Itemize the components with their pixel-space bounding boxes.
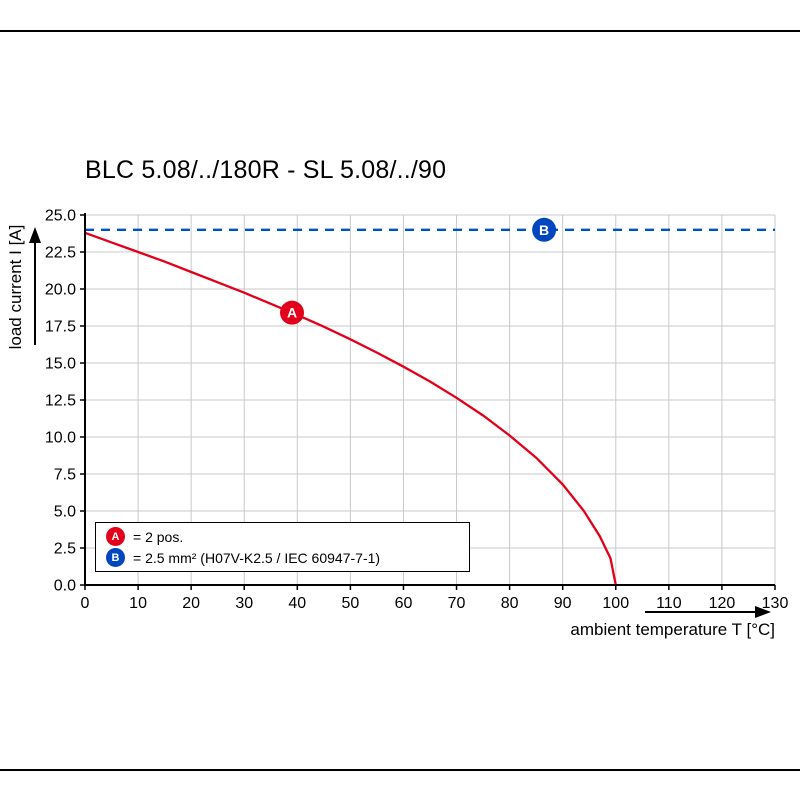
chart-title: BLC 5.08/../180R - SL 5.08/../90 <box>85 156 447 184</box>
frame-border-top <box>0 30 800 32</box>
legend-box: A = 2 pos. B = 2.5 mm² (H07V-K2.5 / IEC … <box>95 522 470 572</box>
y-tick-label: 0.0 <box>54 578 76 595</box>
y-axis-arrow-head-icon <box>29 227 41 243</box>
legend-marker-b-icon: B <box>106 548 125 567</box>
curve-marker-b-label: B <box>539 222 549 238</box>
x-tick-label: 40 <box>288 595 306 612</box>
y-tick-label: 5.0 <box>54 504 76 521</box>
y-tick-label: 17.5 <box>45 319 76 336</box>
y-tick-label: 22.5 <box>45 245 76 262</box>
x-axis-title: ambient temperature T [°C] <box>570 620 775 639</box>
curve-marker-b-icon <box>532 217 557 242</box>
x-tick-label: 70 <box>448 595 466 612</box>
x-axis-arrow-head-icon <box>755 606 771 618</box>
x-tick-label: 130 <box>762 595 789 612</box>
x-tick-label: 110 <box>656 595 682 612</box>
x-tick-label: 10 <box>129 595 147 612</box>
y-tick-label: 12.5 <box>45 393 76 410</box>
y-tick-label: 2.5 <box>54 541 76 558</box>
x-tick-label: 20 <box>182 595 200 612</box>
legend-marker-a-icon: A <box>106 527 125 546</box>
derating-curve-a <box>84 231 617 586</box>
x-tick-label: 90 <box>554 595 572 612</box>
legend-item-b: B = 2.5 mm² (H07V-K2.5 / IEC 60947-7-1) <box>106 548 459 567</box>
frame-border-bottom <box>0 769 800 771</box>
x-tick-label: 0 <box>81 595 90 612</box>
legend-a-text: = 2 pos. <box>133 528 184 545</box>
x-tick-label: 100 <box>602 595 629 612</box>
x-tick-label: 120 <box>709 595 736 612</box>
x-tick-label: 80 <box>501 595 519 612</box>
x-tick-label: 60 <box>395 595 413 612</box>
curve-marker-a-label: A <box>287 305 297 321</box>
y-tick-label: 15.0 <box>45 356 76 373</box>
x-tick-label: 50 <box>341 595 359 612</box>
y-tick-label: 10.0 <box>45 430 76 447</box>
legend-b-text: = 2.5 mm² (H07V-K2.5 / IEC 60947-7-1) <box>133 549 381 566</box>
legend-item-a: A = 2 pos. <box>106 527 459 546</box>
x-tick-label: 30 <box>235 595 253 612</box>
y-tick-label: 20.0 <box>45 282 76 299</box>
y-tick-label: 7.5 <box>54 467 76 484</box>
curve-marker-a-icon <box>280 300 304 325</box>
y-tick-label: 25.0 <box>45 208 76 225</box>
